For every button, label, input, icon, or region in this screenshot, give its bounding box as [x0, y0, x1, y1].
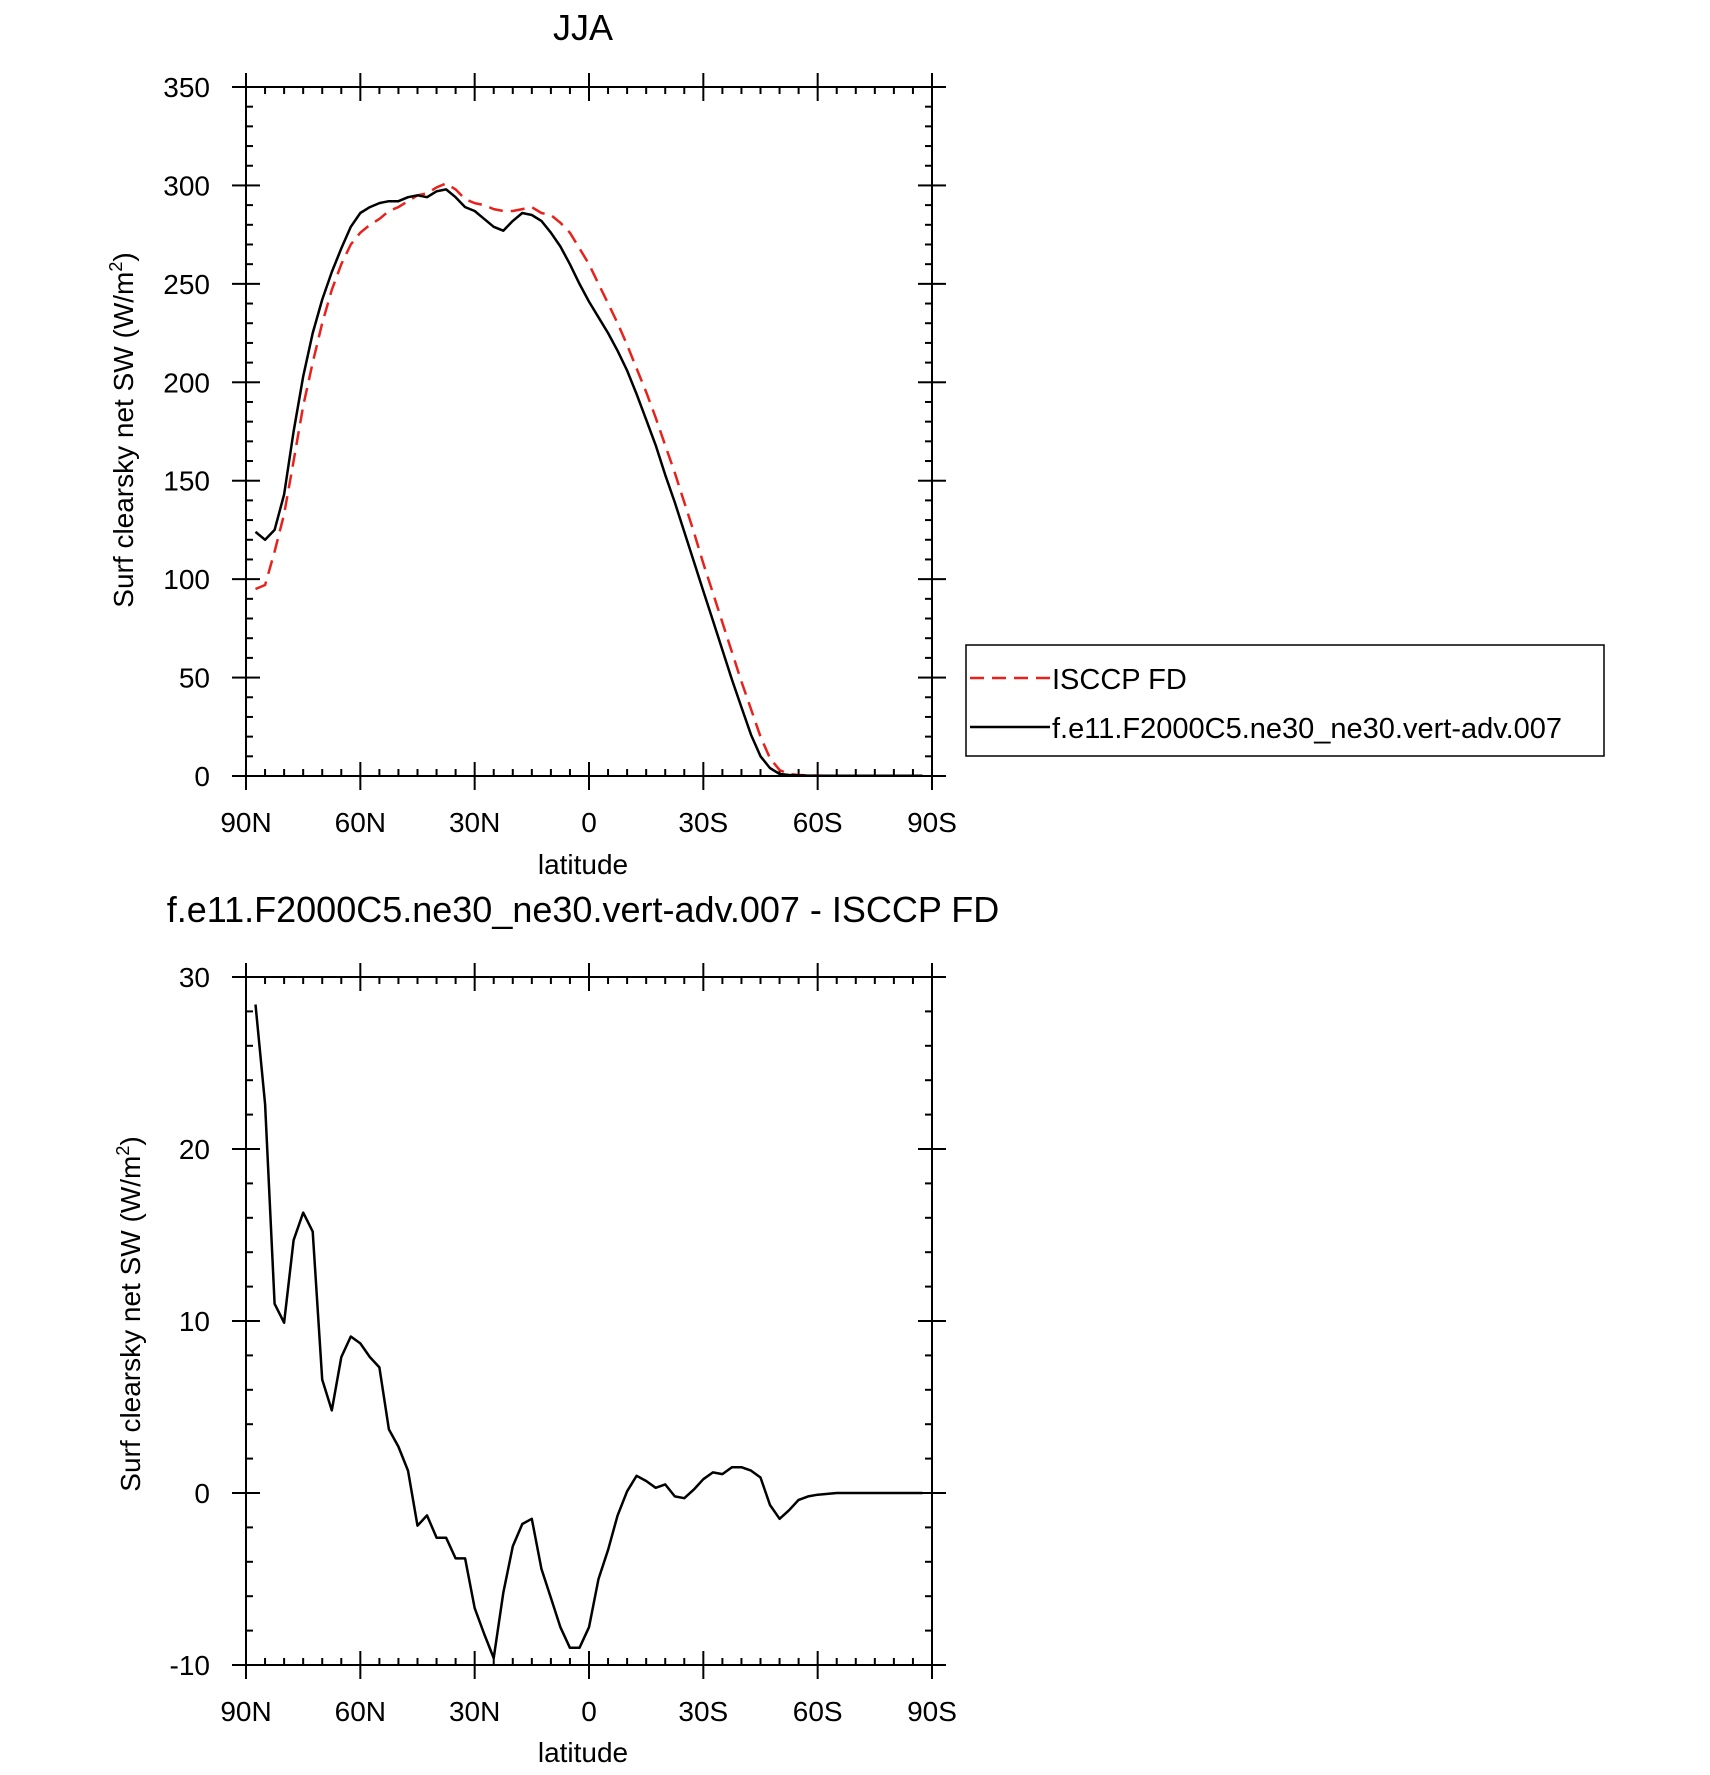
top-y-axis-label: Surf clearsky net SW (W/m2) — [106, 252, 139, 607]
bottom-y-tick-label: 30 — [179, 962, 210, 993]
bottom-x-tick-label: 60N — [335, 1696, 386, 1727]
top-x-tick-label: 90S — [907, 807, 957, 838]
bottom-x-tick-label: 0 — [581, 1696, 597, 1727]
bottom-chart-title: f.e11.F2000C5.ne30_ne30.vert-adv.007 - I… — [167, 889, 999, 930]
legend-label-isccp: ISCCP FD — [1052, 664, 1187, 696]
top-series-line-0 — [255, 182, 923, 778]
top-y-tick-label: 100 — [163, 564, 210, 595]
bottom-x-tick-label: 30N — [449, 1696, 500, 1727]
bottom-y-tick-label: 20 — [179, 1134, 210, 1165]
bottom-x-tick-label: 60S — [793, 1696, 843, 1727]
top-x-tick-label: 60N — [335, 807, 386, 838]
bottom-x-tick-label: 90S — [907, 1696, 957, 1727]
top-series-line-1 — [254, 188, 923, 778]
bottom-x-tick-label: 30S — [678, 1696, 728, 1727]
top-x-tick-label: 30N — [449, 807, 500, 838]
top-plot-frame — [245, 86, 933, 777]
bottom-plot-frame — [245, 976, 933, 1666]
top-plot-area: 90N 60N 30N 0 30S 60S 90S 0 50 100 150 200 250 300 350 — [163, 72, 957, 838]
top-panel: JJA 90N 60N 30N 0 30S 60S 90S 0 50 100 150 200 250 30… — [106, 7, 1605, 880]
top-y-tick-label: 150 — [163, 466, 210, 497]
bottom-y-tick-label: 0 — [194, 1478, 210, 1509]
top-x-tick-label: 0 — [581, 807, 597, 838]
top-y-tick-label: 50 — [179, 663, 210, 694]
bottom-x-axis-label: latitude — [538, 1737, 628, 1768]
bottom-y-tick-label: 10 — [179, 1306, 210, 1337]
top-x-tick-label: 60S — [793, 807, 843, 838]
top-y-tick-label: 350 — [163, 72, 210, 103]
top-x-axis-label: latitude — [538, 849, 628, 880]
bottom-panel: f.e11.F2000C5.ne30_ne30.vert-adv.007 - I… — [113, 889, 999, 1768]
top-y-tick-label: 250 — [163, 269, 210, 300]
top-y-tick-label: 200 — [163, 367, 210, 398]
top-chart-title: JJA — [553, 7, 613, 48]
bottom-series-line-0 — [254, 1004, 923, 1660]
bottom-plot-area: 90N 60N 30N 0 30S 60S 90S -10 0 10 20 30 — [170, 962, 957, 1727]
bottom-y-axis-label: Surf clearsky net SW (W/m2) — [113, 1136, 146, 1491]
top-y-tick-label: 0 — [194, 761, 210, 792]
bottom-y-tick-label: -10 — [170, 1650, 210, 1681]
top-y-tick-label: 300 — [163, 170, 210, 201]
top-x-tick-label: 90N — [220, 807, 271, 838]
legend: ISCCP FD f.e11.F2000C5.ne30_ne30.vert-ad… — [965, 644, 1605, 757]
legend-label-model: f.e11.F2000C5.ne30_ne30.vert-adv.007 — [1052, 713, 1562, 745]
top-x-tick-label: 30S — [678, 807, 728, 838]
bottom-x-tick-label: 90N — [220, 1696, 271, 1727]
